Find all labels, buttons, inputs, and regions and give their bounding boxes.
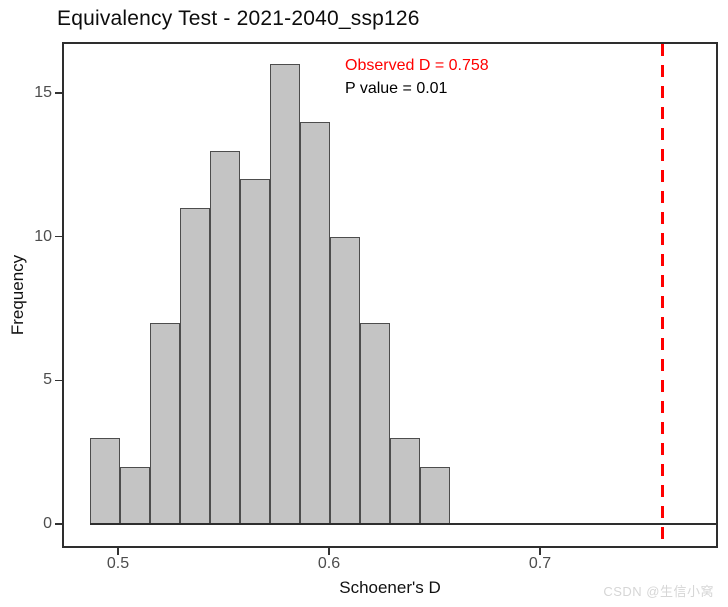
y-axis-title: Frequency <box>8 254 27 336</box>
x-tick-label: 0.5 <box>106 555 130 572</box>
histogram-bar <box>119 466 150 524</box>
watermark: CSDN @生信小窝 <box>603 584 714 599</box>
observed-d-line <box>660 44 664 546</box>
x-tick-mark <box>117 548 119 555</box>
x-tick-mark <box>539 548 541 555</box>
zero-baseline <box>90 523 716 525</box>
x-tick-label: 0.6 <box>317 555 341 572</box>
y-tick-mark <box>55 379 62 382</box>
histogram-bar <box>419 466 450 524</box>
x-tick-label: 0.7 <box>528 555 552 572</box>
y-tick-label: 10 <box>34 227 52 245</box>
histogram-bar <box>389 437 420 524</box>
histogram-bar <box>269 64 300 524</box>
x-axis-title: Schoener's D <box>339 578 441 597</box>
histogram-bar <box>209 150 240 524</box>
histogram-bar <box>149 322 180 524</box>
y-tick-label: 5 <box>43 371 52 389</box>
histogram-bar <box>359 322 390 524</box>
y-tick-label: 0 <box>43 515 52 532</box>
x-tick-mark <box>328 548 330 555</box>
y-tick-mark <box>55 523 62 525</box>
histogram-bar <box>239 179 270 524</box>
histogram-bar <box>329 236 360 524</box>
histogram-bar <box>179 207 210 524</box>
histogram-bar <box>89 437 120 524</box>
p-value-annotation: P value = 0.01 <box>345 80 448 97</box>
y-tick-mark <box>55 92 62 94</box>
chart-title: Equivalency Test - 2021-2040_ssp126 <box>57 7 420 30</box>
observed-d-annotation: Observed D = 0.758 <box>345 57 489 74</box>
y-tick-label: 15 <box>34 84 52 102</box>
y-tick-mark <box>55 235 62 238</box>
histogram-bar <box>299 121 330 524</box>
